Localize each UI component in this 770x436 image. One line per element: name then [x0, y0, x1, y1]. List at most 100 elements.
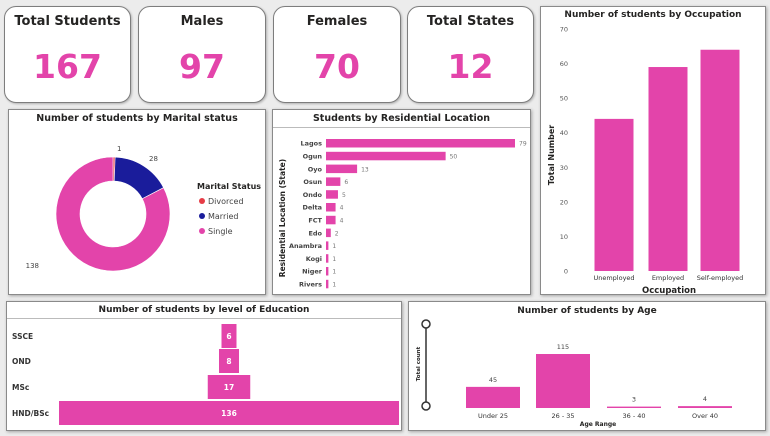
x-tick-label: Unemployed — [593, 274, 634, 282]
category-label: HND/BSc — [12, 409, 49, 418]
x-tick-label: Over 40 — [692, 412, 718, 420]
bar-employed[interactable] — [648, 67, 688, 272]
category-label: Niger — [302, 268, 323, 276]
category-label: SSCE — [12, 332, 33, 341]
bar-data-label: 4 — [703, 395, 707, 403]
legend-item-divorced[interactable]: Divorced — [208, 197, 244, 206]
kpi-label: Total Students — [14, 14, 121, 29]
bar-36---40[interactable] — [607, 406, 661, 408]
chart-title: Number of students by Marital status — [36, 113, 238, 124]
y-tick-label: 0 — [564, 268, 568, 276]
education-panel: Number of students by level of Education… — [6, 301, 402, 431]
funnel-bar-ssce[interactable] — [221, 324, 237, 348]
residential-bar-chart: Residential Location (State) Lagos 79 Ogun… — [278, 139, 527, 289]
y-tick-label: 10 — [560, 233, 568, 241]
category-label: Rivers — [299, 281, 322, 289]
bar-data-label: 115 — [557, 343, 569, 351]
category-label: OND — [12, 357, 31, 366]
bar-delta[interactable] — [326, 203, 336, 212]
bar-over-40[interactable] — [678, 406, 732, 408]
bar-data-label: 6 — [344, 179, 348, 186]
bar-data-label: 13 — [361, 166, 369, 173]
bar-oyo[interactable] — [326, 164, 358, 174]
residential-location-panel: Students by Residential Location Residen… — [272, 109, 531, 295]
kpi-card-total-students: Total Students 167 — [4, 6, 131, 103]
bar-edo[interactable] — [326, 228, 331, 238]
slice-data-label: 28 — [149, 155, 158, 163]
bar-data-label: 4 — [340, 218, 344, 225]
bar-self-employed[interactable] — [700, 49, 740, 271]
bar-data-label: 136 — [221, 409, 237, 418]
occupation-bar-chart: Total Number Occupation 010203040506070 … — [547, 26, 743, 297]
bar-data-label: 1 — [332, 243, 336, 250]
legend-marker — [199, 228, 205, 234]
x-axis-label: Age Range — [580, 421, 616, 428]
bar-data-label: 5 — [342, 192, 346, 199]
category-label: Ondo — [303, 191, 323, 199]
bar-data-label: 1 — [332, 269, 336, 276]
category-label: Lagos — [300, 140, 322, 148]
bar-osun[interactable] — [326, 177, 341, 186]
bar-data-label: 6 — [226, 332, 231, 341]
kpi-card-females: Females 70 — [273, 6, 401, 103]
bar-fct[interactable] — [326, 215, 336, 225]
bar-under-25[interactable] — [466, 386, 520, 408]
slider-handle-top[interactable] — [421, 319, 431, 329]
chart-title: Students by Residential Location — [312, 113, 491, 124]
chart-title: Number of students by Occupation — [564, 10, 742, 20]
title-divider — [273, 127, 530, 128]
chart-title: Number of students by Age — [517, 306, 657, 316]
slice-data-label: 1 — [117, 145, 121, 153]
y-tick-label: 60 — [560, 60, 568, 68]
bar-data-label: 2 — [335, 230, 339, 237]
y-axis-label: Total Number — [547, 125, 556, 186]
slice-data-label: 138 — [26, 262, 39, 270]
x-tick-label: Under 25 — [478, 412, 508, 420]
bar-ogun[interactable] — [326, 151, 446, 161]
marital-donut-chart: 1 28 138 Marital Status Divorced Married Sin… — [26, 145, 261, 272]
category-label: Kogi — [306, 255, 322, 263]
chart-title: Number of students by level of Education — [98, 305, 310, 315]
bar-26---35[interactable] — [536, 354, 590, 408]
bar-unemployed[interactable] — [594, 118, 634, 271]
bar-rivers[interactable] — [326, 279, 329, 289]
bar-data-label: 50 — [450, 154, 458, 161]
slider-handle-bottom[interactable] — [421, 401, 431, 411]
bar-data-label: 3 — [632, 396, 636, 404]
marital-status-panel: Number of students by Marital status 1 28… — [8, 109, 266, 295]
category-label: Oyo — [308, 165, 323, 173]
funnel-bar-msc[interactable] — [207, 375, 251, 399]
bar-kogi[interactable] — [326, 254, 329, 263]
bar-lagos[interactable] — [326, 139, 515, 148]
bar-data-label: 1 — [332, 256, 336, 263]
bar-data-label: 17 — [224, 383, 234, 392]
bar-anambra[interactable] — [326, 241, 329, 250]
bar-data-label: 45 — [489, 376, 497, 384]
y-tick-label: 30 — [560, 164, 568, 172]
kpi-label: Total States — [426, 14, 515, 29]
category-label: Osun — [303, 178, 322, 186]
kpi-card-males: Males 97 — [138, 6, 266, 103]
category-label: Ogun — [303, 153, 323, 161]
y-tick-label: 70 — [560, 26, 568, 34]
x-axis-label: Occupation — [642, 286, 696, 296]
bar-data-label: 79 — [519, 141, 527, 148]
occupation-panel: Number of students by Occupation Total N… — [540, 6, 766, 297]
y-axis-label: Residential Location (State) — [278, 159, 287, 277]
slider-control[interactable] — [421, 319, 431, 411]
y-tick-label: 40 — [560, 129, 568, 137]
legend-marker — [199, 213, 205, 219]
bar-niger[interactable] — [326, 267, 329, 276]
bar-ondo[interactable] — [326, 190, 338, 199]
kpi-value: 70 — [314, 47, 360, 86]
kpi-value: 167 — [33, 47, 102, 86]
category-label: Delta — [302, 204, 322, 212]
y-tick-label: 20 — [560, 198, 568, 206]
donut-slice-single[interactable] — [55, 156, 171, 272]
title-divider — [7, 318, 401, 319]
funnel-bar-ond[interactable] — [219, 349, 239, 373]
legend-item-single[interactable]: Single — [208, 227, 233, 236]
funnel-bar-hnd-bsc[interactable] — [59, 401, 399, 425]
legend-item-married[interactable]: Married — [208, 212, 238, 221]
category-label: Anambra — [289, 242, 322, 250]
